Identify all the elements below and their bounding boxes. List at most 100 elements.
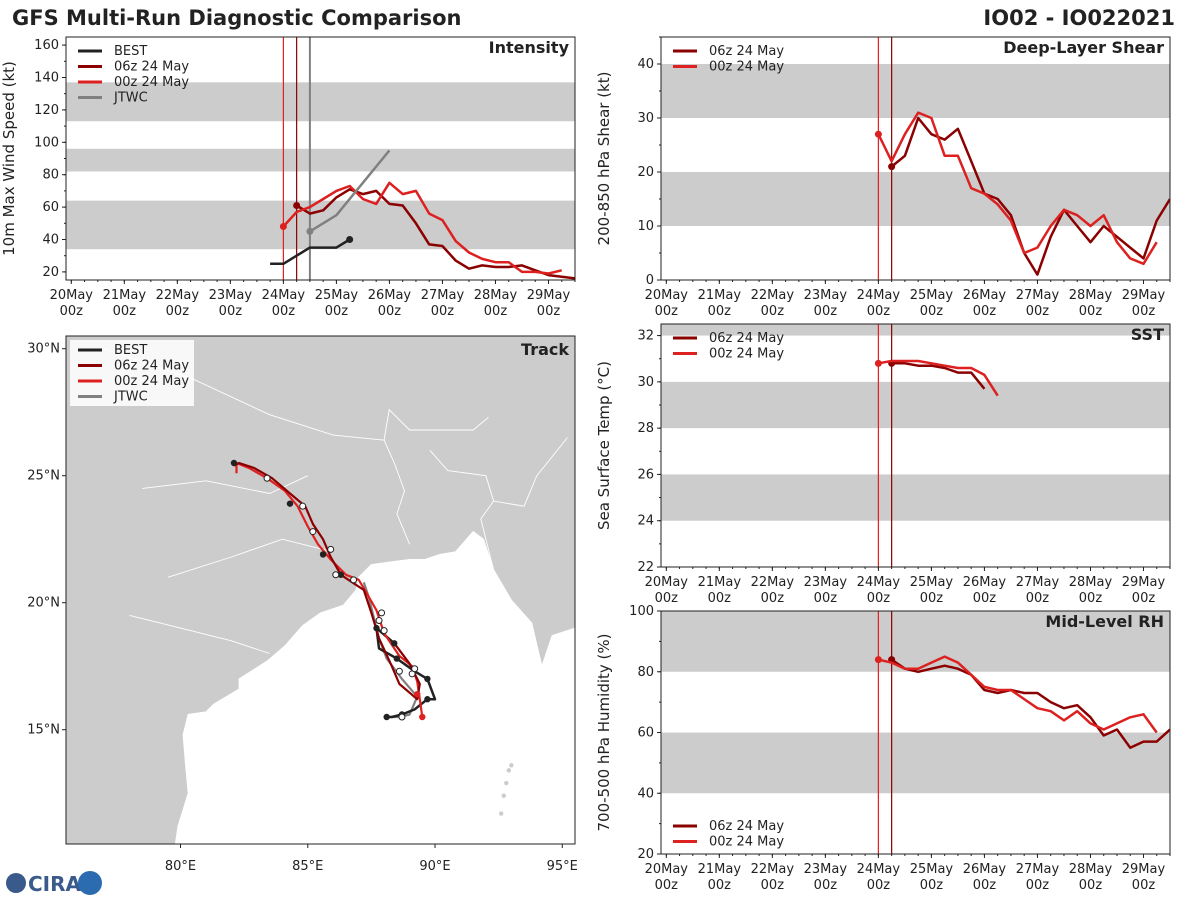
sst-band	[661, 324, 1170, 336]
sst-xtick-hour: 00z	[1079, 591, 1103, 606]
track-jtwc-point	[378, 609, 386, 617]
rh-ytick-label: 40	[637, 786, 654, 801]
rh-series-run00-start-point	[874, 656, 882, 664]
shear-xtick-hour: 00z	[708, 304, 732, 319]
sst-series-group	[874, 359, 999, 397]
intensity-ytick-label: 160	[34, 38, 59, 53]
track-legend-label-run00: 00z 24 May	[114, 374, 189, 389]
intensity-ylabel: 10m Max Wind Speed (kt)	[0, 61, 18, 256]
shear-xtick-hour: 00z	[867, 304, 891, 319]
intensity-ytick-label: 80	[42, 168, 59, 183]
sst-xtick-day: 26May	[963, 575, 1007, 590]
andaman-island	[509, 763, 514, 768]
track-lon-label: 80°E	[165, 859, 196, 874]
shear-legend-label-run06: 06z 24 May	[709, 44, 784, 59]
track-title: Track	[521, 340, 569, 359]
intensity-legend-label-jtwc: JTWC	[113, 91, 148, 106]
andaman-island	[501, 793, 506, 798]
track-best-point	[424, 696, 431, 703]
rh-band	[661, 611, 1170, 672]
track-lat-label: 25°N	[27, 469, 60, 484]
sst-xtick-day: 24May	[857, 575, 901, 590]
rh-xtick-hour: 00z	[973, 878, 997, 893]
intensity-xtick-day: 21May	[103, 288, 147, 303]
track-lat-label: 15°N	[27, 723, 60, 738]
tracks-group	[230, 459, 437, 721]
intensity-xtick-hour: 00z	[272, 304, 296, 319]
intensity-series-run06-start-point	[293, 201, 301, 209]
sst-xtick-day: 20May	[645, 575, 689, 590]
sst-series-run00-start-point	[874, 359, 882, 367]
shear-xtick-day: 20May	[645, 288, 689, 303]
shear-xtick-hour: 00z	[761, 304, 785, 319]
intensity-series-run00-start-point	[279, 223, 287, 231]
cira-logo-text: CIRA	[28, 872, 82, 896]
rh-xtick-day: 29May	[1122, 862, 1166, 877]
sst-xtick-hour: 00z	[1132, 591, 1156, 606]
figure-title: GFS Multi-Run Diagnostic Comparison	[12, 6, 461, 30]
storm-id: IO02 - IO022021	[983, 6, 1175, 30]
sst-panel: 22242628303220May00z21May00z22May00z23Ma…	[595, 323, 1171, 606]
rh-ylabel: 700-500 hPa Humidity (%)	[595, 633, 613, 831]
track-jtwc-point	[332, 571, 340, 579]
intensity-ytick-label: 140	[34, 71, 59, 86]
intensity-xtick-hour: 00z	[378, 304, 402, 319]
shear-xtick-hour: 00z	[1026, 304, 1050, 319]
shear-ytick-label: 10	[637, 219, 654, 234]
intensity-xtick-day: 27May	[421, 288, 465, 303]
intensity-series-best-end-point	[346, 236, 354, 243]
sst-xtick-day: 22May	[751, 575, 795, 590]
sst-series-run00	[878, 359, 999, 397]
intensity-xtick-day: 28May	[474, 288, 518, 303]
shear-xtick-hour: 00z	[655, 304, 679, 319]
intensity-series-jtwc	[309, 149, 391, 233]
intensity-xtick-hour: 00z	[537, 304, 561, 319]
track-jtwc-point	[375, 616, 383, 624]
shear-ytick-label: 40	[637, 57, 654, 72]
rh-series-group	[874, 655, 1170, 749]
rh-ytick-label: 80	[637, 665, 654, 680]
border-line	[167, 538, 334, 578]
land-group	[66, 336, 575, 844]
track-jtwc-point	[263, 474, 271, 482]
rh-xtick-hour: 00z	[708, 878, 732, 893]
shear-xtick-hour: 00z	[973, 304, 997, 319]
rh-xtick-hour: 00z	[920, 878, 944, 893]
shear-series-group	[874, 111, 1170, 276]
track-legend-label-run06: 06z 24 May	[114, 359, 189, 374]
shear-band	[661, 64, 1170, 118]
shear-title: Deep-Layer Shear	[1003, 38, 1164, 57]
intensity-ytick-label: 120	[34, 103, 59, 118]
border-line	[493, 437, 568, 507]
sst-xtick-day: 21May	[698, 575, 742, 590]
sst-ytick-label: 22	[637, 560, 654, 575]
shear-ytick-label: 0	[646, 273, 654, 288]
track-lon-label: 95°E	[547, 859, 578, 874]
rh-legend-label-run06: 06z 24 May	[709, 819, 784, 834]
shear-xtick-day: 27May	[1016, 288, 1060, 303]
track-run06-point	[319, 551, 327, 558]
cira-logo: CIRA	[6, 871, 102, 896]
rh-series-run00	[878, 655, 1158, 734]
sst-title: SST	[1131, 325, 1164, 344]
sst-band	[661, 381, 1170, 429]
rh-legend-label-run00: 00z 24 May	[709, 835, 784, 850]
shear-xtick-hour: 00z	[920, 304, 944, 319]
rh-xtick-day: 26May	[963, 862, 1007, 877]
sst-band	[661, 474, 1170, 521]
track-jtwc-point	[350, 576, 358, 584]
sst-legend-label-run06: 06z 24 May	[709, 331, 784, 346]
sst-xtick-hour: 00z	[814, 591, 838, 606]
rh-xtick-hour: 00z	[655, 878, 679, 893]
rh-band	[661, 732, 1170, 794]
intensity-title: Intensity	[489, 38, 570, 57]
shear-series-run00	[877, 111, 1158, 266]
intensity-band	[66, 148, 575, 172]
sst-ytick-label: 24	[637, 514, 654, 529]
track-run00-point	[419, 713, 426, 721]
shear-xtick-hour: 00z	[814, 304, 838, 319]
track-legend-label-best: BEST	[114, 343, 147, 358]
rh-xtick-day: 20May	[645, 862, 689, 877]
shear-xtick-day: 21May	[698, 288, 742, 303]
